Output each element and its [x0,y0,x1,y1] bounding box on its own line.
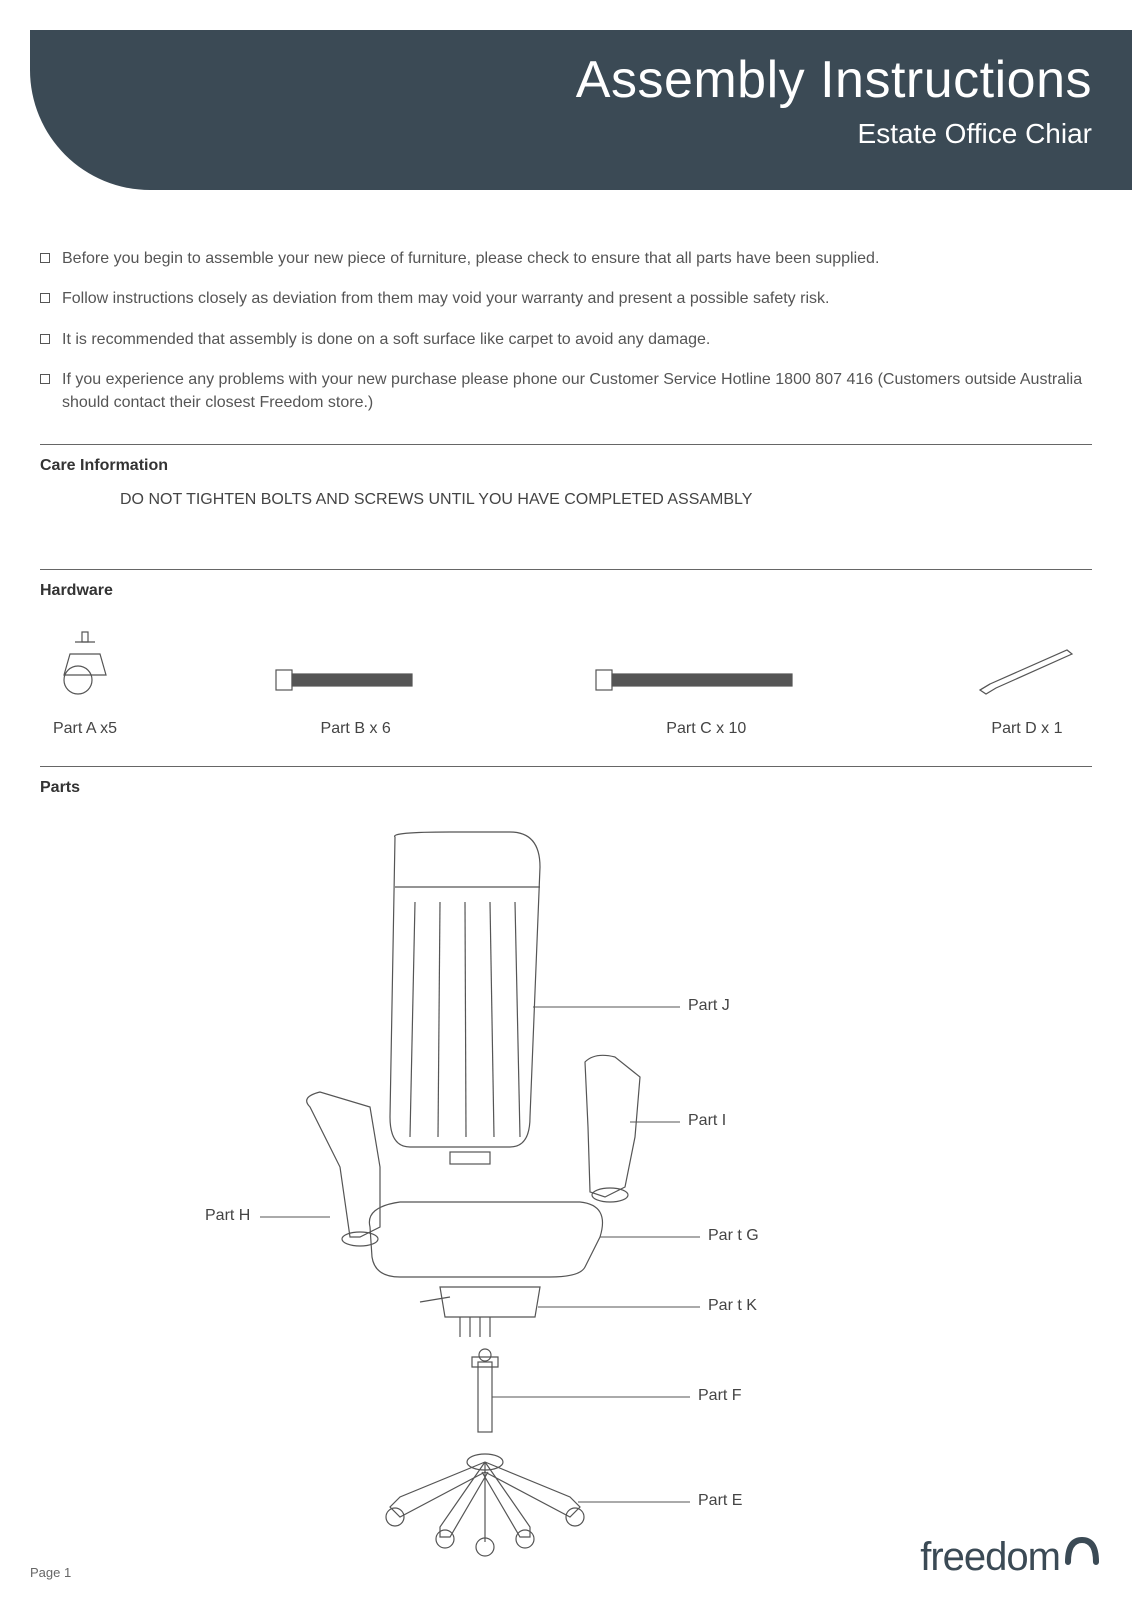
bullet-item: Follow instructions closely as deviation… [40,288,1092,310]
brand-logo: freedom [920,1530,1102,1580]
bullet-item: It is recommended that assembly is done … [40,329,1092,351]
bullet-item: Before you begin to assemble your new pi… [40,248,1092,270]
brand-mark-icon [1062,1530,1102,1570]
header-title-block: Assembly Instructions Estate Office Chia… [576,50,1092,150]
brand-logo-text: freedom [920,1535,1060,1580]
doc-title: Assembly Instructions [576,50,1092,110]
care-text: DO NOT TIGHTEN BOLTS AND SCREWS UNTIL YO… [120,491,1092,509]
chair-diagram [40,807,1100,1567]
hardware-item-b: Part B x 6 [271,660,441,738]
hardware-row: Part A x5 Part B x 6 Part C x 10 [40,600,1092,758]
part-label-f: Part F [698,1387,742,1405]
hardware-heading: Hardware [40,582,1092,600]
hardware-label: Part D x 1 [991,720,1062,738]
part-label-k: Par t K [708,1297,757,1315]
allen-key-icon [972,640,1082,700]
caster-icon [50,630,120,700]
care-heading: Care Information [40,457,1092,475]
content-area: Before you begin to assemble your new pi… [0,210,1132,1567]
parts-diagram-area: Part J Part I Part H Par t G Par t K Par… [40,807,1092,1567]
part-label-i: Part I [688,1112,726,1130]
part-label-e: Part E [698,1492,742,1510]
divider [40,569,1092,570]
bullet-item: If you experience any problems with your… [40,369,1092,414]
hardware-label: Part A x5 [53,720,117,738]
hardware-item-a: Part A x5 [50,630,120,738]
divider [40,444,1092,445]
hardware-label: Part B x 6 [321,720,391,738]
part-label-h: Part H [205,1207,250,1225]
bolt-long-icon [591,660,821,700]
hardware-item-c: Part C x 10 [591,660,821,738]
part-label-g: Par t G [708,1227,759,1245]
parts-heading: Parts [40,779,1092,797]
bolt-short-icon [271,660,441,700]
header-band: Assembly Instructions Estate Office Chia… [0,0,1132,210]
intro-bullets: Before you begin to assemble your new pi… [40,248,1092,414]
doc-subtitle: Estate Office Chiar [576,118,1092,150]
divider [40,766,1092,767]
part-label-j: Part J [688,997,730,1015]
hardware-item-d: Part D x 1 [972,640,1082,738]
hardware-label: Part C x 10 [666,720,746,738]
page-number: Page 1 [30,1565,71,1580]
